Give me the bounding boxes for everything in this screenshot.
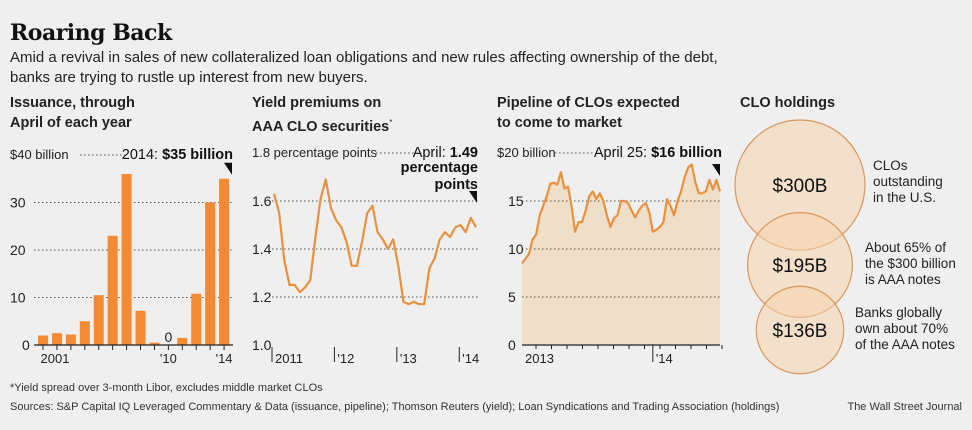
- pipeline-line: [521, 163, 722, 265]
- issuance-zero-label: 0: [164, 329, 172, 345]
- issuance-top-label: $40 billion: [10, 147, 69, 162]
- issuance-chart-title: Issuance, through April of each year: [10, 93, 135, 133]
- yield-annotation-value: 1.49: [450, 145, 478, 161]
- yield-chart-title: Yield premiums on AAA CLO securities*: [252, 93, 392, 137]
- holdings-chart-title: CLO holdings: [740, 93, 835, 113]
- pipeline-ytick-label: 10: [508, 241, 524, 257]
- yield-xtick-label: '14: [462, 351, 479, 366]
- holding-value-label: $136B: [773, 321, 828, 342]
- issuance-annotation-prefix: 2014:: [122, 147, 162, 163]
- yield-xtick-label: '13: [400, 351, 417, 366]
- pipeline-annotation-prefix: April 25:: [594, 145, 651, 161]
- yield-title-line2: AAA CLO securities: [252, 118, 390, 135]
- yield-title-line1: Yield premiums on: [252, 95, 382, 111]
- issuance-bar: [107, 235, 118, 345]
- issuance-xtick-label: '10: [160, 351, 177, 366]
- holding-desc-0-line: CLOs: [873, 158, 908, 173]
- yield-top-label: 1.8 percentage points: [252, 145, 378, 160]
- issuance-title-line1: Issuance, through: [10, 95, 135, 111]
- pipeline-xtick-label: 2013: [525, 351, 554, 366]
- holding-desc-1: About 65% of the $300 billion is AAA not…: [865, 240, 956, 288]
- holding-desc-0-line: in the U.S.: [873, 190, 937, 205]
- pipeline-marker: [712, 164, 720, 176]
- pipeline-ytick-label: 15: [508, 193, 524, 209]
- yield-annotation: April: 1.49: [413, 145, 478, 161]
- issuance-title-line2: April of each year: [10, 115, 132, 131]
- holdings-title: CLO holdings: [740, 95, 836, 111]
- pipeline-title-line2: to come to market: [497, 115, 622, 131]
- issuance-bar: [149, 342, 160, 345]
- holding-circle: [755, 285, 845, 375]
- pipeline-annotation: April 25: $16 billion: [594, 145, 722, 161]
- pipeline-title-line1: Pipeline of CLOs expected: [497, 95, 680, 111]
- pipeline-chart-title: Pipeline of CLOs expected to come to mar…: [497, 93, 680, 133]
- issuance-bar: [93, 295, 104, 345]
- holding-desc-1-line: is AAA notes: [865, 272, 941, 287]
- pipeline-annotation-value: $16 billion: [651, 145, 722, 161]
- yield-xtick-label: '12: [337, 351, 354, 366]
- issuance-xtick-label: 2001: [41, 351, 70, 366]
- holding-desc-2-line: own about 70%: [855, 321, 949, 336]
- issuance-bar: [219, 178, 230, 345]
- yield-annotation-line3: points: [435, 177, 479, 193]
- holding-value-label: $300B: [773, 176, 828, 197]
- yield-marker: [469, 191, 477, 203]
- holding-desc-1-line: the $300 billion: [865, 256, 956, 271]
- pipeline-area: [522, 164, 720, 345]
- holding-value-label: $195B: [773, 256, 828, 277]
- issuance-bar: [121, 174, 132, 345]
- issuance-ytick-label: 30: [10, 195, 26, 211]
- issuance-ytick-label: 20: [10, 242, 26, 258]
- issuance-bar: [135, 310, 146, 345]
- issuance-bar: [79, 321, 90, 345]
- pipeline-top-label: $20 billion: [497, 145, 556, 160]
- yield-ytick-label: 1.2: [252, 289, 272, 305]
- issuance-annotation: 2014: $35 billion: [122, 147, 233, 163]
- issuance-bar: [38, 335, 49, 345]
- yield-ytick-label: 1.4: [252, 241, 272, 257]
- holding-desc-0-line: outstanding: [873, 174, 943, 189]
- pipeline-ytick-label: 0: [508, 337, 516, 353]
- holding-desc-0: CLOs outstanding in the U.S.: [873, 158, 943, 206]
- issuance-bar: [65, 334, 76, 345]
- yield-title-footnote-mark: *: [389, 118, 393, 127]
- sources: Sources: S&P Capital IQ Leveraged Commen…: [10, 401, 780, 413]
- issuance-annotation-value: $35 billion: [162, 147, 233, 163]
- yield-line: [272, 178, 477, 306]
- page-subtitle: Amid a revival in sales of new collatera…: [10, 49, 718, 86]
- yield-annotation-line2: percentage: [401, 160, 478, 176]
- yield-ytick-label: 1.0: [252, 337, 272, 353]
- holding-desc-2: Banks globally own about 70% of the AAA …: [855, 305, 955, 353]
- issuance-ytick-label: 10: [10, 290, 26, 306]
- yield-ytick-label: 1.6: [252, 193, 272, 209]
- issuance-ytick-label: 0: [22, 337, 30, 353]
- credit: The Wall Street Journal: [847, 401, 962, 413]
- holding-desc-2-line: Banks globally: [855, 305, 943, 320]
- holding-desc-2-line: of the AAA notes: [855, 337, 955, 352]
- pipeline-xtick-label: '14: [656, 351, 673, 366]
- issuance-bar: [191, 293, 202, 345]
- issuance-xtick-label: '14: [216, 351, 233, 366]
- issuance-marker: [224, 162, 232, 175]
- pipeline-ytick-label: 5: [508, 289, 516, 305]
- footnote: *Yield spread over 3-month Libor, exclud…: [10, 382, 323, 394]
- issuance-bar: [51, 333, 62, 345]
- yield-xtick-label: 2011: [275, 351, 303, 366]
- page-title: Roaring Back: [10, 20, 172, 46]
- holding-desc-1-line: About 65% of: [865, 240, 947, 255]
- issuance-bar: [205, 202, 216, 345]
- yield-annotation-prefix: April:: [413, 145, 450, 161]
- issuance-bar: [177, 337, 188, 345]
